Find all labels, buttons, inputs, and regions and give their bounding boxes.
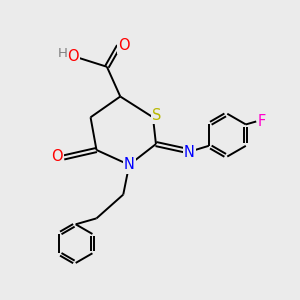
Text: S: S	[152, 108, 161, 123]
Text: O: O	[52, 149, 63, 164]
Text: N: N	[124, 158, 135, 172]
Text: O: O	[68, 50, 79, 64]
Text: N: N	[184, 146, 195, 160]
Text: H: H	[57, 47, 67, 60]
Text: F: F	[258, 114, 266, 129]
Text: O: O	[118, 38, 130, 52]
